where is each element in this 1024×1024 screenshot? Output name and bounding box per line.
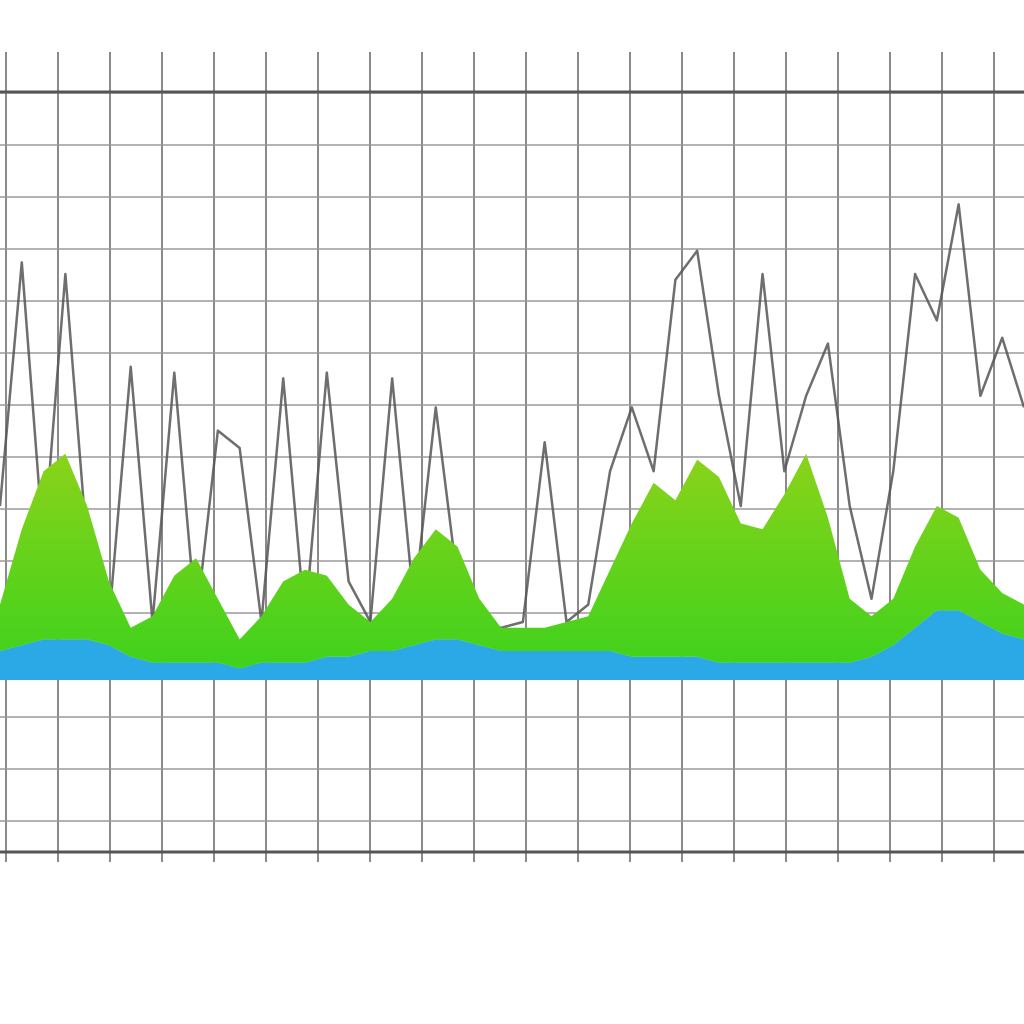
horizontal-grid bbox=[0, 92, 1024, 852]
area bbox=[0, 453, 1024, 669]
plot bbox=[0, 203, 1024, 680]
line bbox=[0, 203, 1024, 630]
